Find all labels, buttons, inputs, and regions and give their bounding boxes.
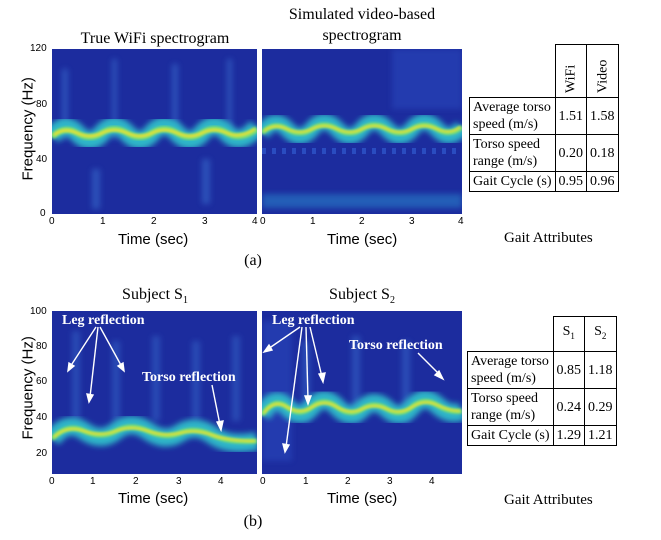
table-a-row2-wifi: 0.20 bbox=[554, 134, 588, 172]
xtick-b1-0: 0 bbox=[49, 476, 55, 487]
caption-a: (a) bbox=[244, 252, 262, 269]
title-simulated-line1: Simulated video-based bbox=[288, 6, 436, 23]
table-b-row2-label: Torso speed range (m/s) bbox=[467, 388, 554, 426]
table-a-row1-label: Average torso speed (m/s) bbox=[469, 97, 556, 135]
xtick-a1-2: 2 bbox=[151, 216, 157, 227]
spectrogram-subject-s1 bbox=[52, 311, 257, 474]
xtick-b1-2: 2 bbox=[133, 476, 139, 487]
xtick-a2-0: 0 bbox=[260, 216, 266, 227]
table-a-row2-video: 0.18 bbox=[586, 134, 619, 172]
table-b-header-s1: S1 bbox=[552, 316, 586, 352]
xtick-a1-3: 3 bbox=[202, 216, 208, 227]
xtick-a2-3: 3 bbox=[409, 216, 415, 227]
table-a-row1-wifi: 1.51 bbox=[554, 97, 588, 135]
caption-b: (b) bbox=[243, 513, 263, 530]
table-a-row3-label: Gait Cycle (s) bbox=[469, 171, 556, 192]
xtick-b1-4: 4 bbox=[218, 476, 224, 487]
table-a-header-video: Video bbox=[586, 44, 619, 98]
table-b-row2-s2: 0.29 bbox=[584, 388, 617, 426]
xtick-b2-4: 4 bbox=[429, 476, 435, 487]
title-subject-s2: Subject S2 bbox=[329, 286, 395, 307]
xtick-a2-4: 4 bbox=[458, 216, 464, 227]
ytick-b-60: 60 bbox=[36, 376, 48, 387]
title-subject-s1: Subject S1 bbox=[122, 286, 188, 307]
xtick-a1-0: 0 bbox=[49, 216, 55, 227]
title-true-wifi: True WiFi spectrogram bbox=[80, 30, 230, 47]
ytick-b-80: 80 bbox=[36, 341, 48, 352]
table-b-row3-s2: 1.21 bbox=[584, 425, 617, 446]
ytick-b-100: 100 bbox=[30, 306, 47, 317]
xtick-a2-1: 1 bbox=[310, 216, 316, 227]
table-a-row2-label: Torso speed range (m/s) bbox=[469, 134, 556, 172]
xlabel-b1: Time (sec) bbox=[118, 490, 189, 507]
table-b-row3-s1: 1.29 bbox=[552, 425, 586, 446]
table-b-row3-label: Gait Cycle (s) bbox=[467, 425, 554, 446]
xlabel-b2: Time (sec) bbox=[327, 490, 398, 507]
gait-table-b: S1 S2 Average torso speed (m/s) 0.85 1.18… bbox=[467, 316, 617, 446]
table-b-row1-s1: 0.85 bbox=[552, 351, 586, 389]
title-simulated-line2: spectrogram bbox=[322, 27, 402, 44]
ytick-a-80: 80 bbox=[36, 99, 48, 110]
table-a-row3-wifi: 0.95 bbox=[554, 171, 588, 192]
table-a-row3-video: 0.96 bbox=[586, 171, 619, 192]
ytick-b-20: 20 bbox=[36, 448, 48, 459]
gait-attributes-label-b: Gait Attributes bbox=[504, 492, 593, 508]
table-b-header-s2: S2 bbox=[584, 316, 617, 352]
xtick-b2-3: 3 bbox=[387, 476, 393, 487]
xtick-b2-0: 0 bbox=[260, 476, 266, 487]
ytick-a-120: 120 bbox=[30, 43, 47, 54]
xtick-b1-3: 3 bbox=[176, 476, 182, 487]
spectrogram-true-wifi bbox=[52, 49, 257, 214]
table-a-row1-video: 1.58 bbox=[586, 97, 619, 135]
ytick-a-40: 40 bbox=[36, 154, 48, 165]
table-b-row1-label: Average torso speed (m/s) bbox=[467, 351, 554, 389]
gait-table-a: WiFi Video Average torso speed (m/s) 1.51… bbox=[469, 44, 619, 192]
table-b-row2-s1: 0.24 bbox=[552, 388, 586, 426]
table-b-row1-s2: 1.18 bbox=[584, 351, 617, 389]
leg-reflection-label-s1: Leg reflection bbox=[62, 313, 145, 328]
xtick-a1-1: 1 bbox=[100, 216, 106, 227]
xtick-b2-2: 2 bbox=[345, 476, 351, 487]
torso-reflection-label-s2: Torso reflection bbox=[349, 338, 443, 353]
xtick-b2-1: 1 bbox=[303, 476, 309, 487]
ylabel-a: Frequency (Hz) bbox=[19, 77, 37, 181]
xtick-a2-2: 2 bbox=[359, 216, 365, 227]
xtick-a1-4: 4 bbox=[252, 216, 258, 227]
xtick-b1-1: 1 bbox=[90, 476, 96, 487]
ytick-b-40: 40 bbox=[36, 412, 48, 423]
xlabel-a2: Time (sec) bbox=[327, 231, 398, 248]
spectrogram-simulated bbox=[262, 49, 462, 214]
xlabel-a1: Time (sec) bbox=[118, 231, 189, 248]
leg-reflection-label-s2: Leg reflection bbox=[272, 313, 355, 328]
gait-attributes-label-a: Gait Attributes bbox=[504, 230, 593, 246]
ytick-a-0: 0 bbox=[40, 208, 46, 219]
table-a-header-wifi: WiFi bbox=[555, 44, 587, 98]
torso-reflection-label-s1: Torso reflection bbox=[142, 370, 236, 385]
ylabel-b: Frequency (Hz) bbox=[19, 336, 37, 440]
spectrogram-subject-s2 bbox=[262, 311, 462, 474]
